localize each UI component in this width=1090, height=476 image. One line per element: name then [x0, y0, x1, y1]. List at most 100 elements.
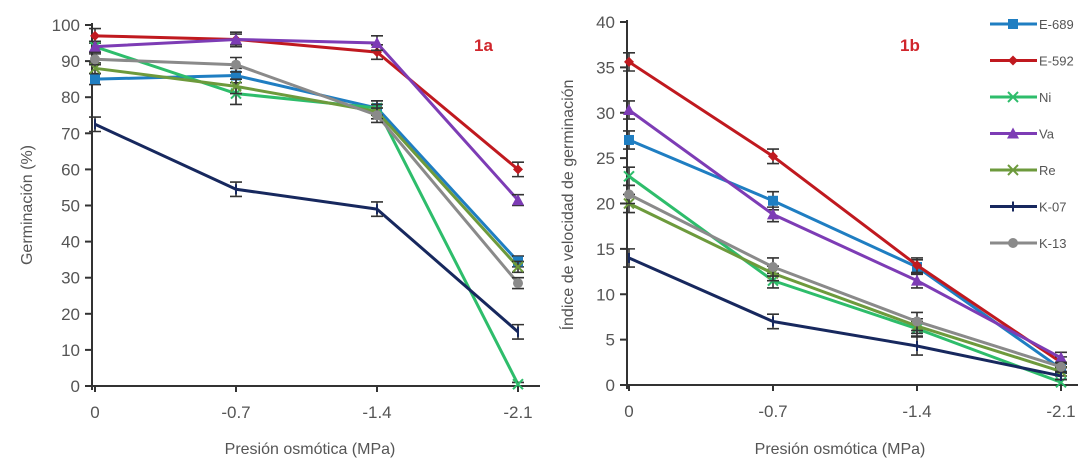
series-line	[628, 60, 1062, 364]
data-point	[768, 195, 778, 206]
data-point	[90, 74, 100, 85]
y-tick-label-1b: 20	[596, 195, 615, 214]
y-tick-label-1a: 50	[61, 197, 80, 216]
y-tick-label-1b: 35	[596, 58, 615, 77]
x-axis-title-1b: Presión osmótica (MPa)	[755, 441, 926, 458]
data-point	[1055, 351, 1067, 363]
x-tick-label-1a: -0.7	[221, 403, 250, 422]
data-point	[372, 110, 382, 121]
series-k-07-1b	[623, 248, 1067, 381]
y-tick-label-1a: 70	[61, 124, 80, 143]
legend-label: K-07	[1039, 200, 1066, 215]
data-point	[768, 151, 778, 162]
series-line	[94, 37, 520, 202]
data-point	[911, 274, 923, 286]
legend-marker	[1007, 127, 1019, 139]
x-tick-label-1a: -1.4	[362, 403, 391, 422]
legend-marker	[1007, 91, 1019, 103]
data-point	[623, 104, 635, 116]
y-tick-label-1b: 25	[596, 149, 615, 168]
data-point	[1056, 361, 1066, 372]
series-line	[628, 202, 1062, 373]
y-tick-label-1a: 80	[61, 88, 80, 107]
data-point	[231, 70, 241, 81]
data-point	[512, 194, 524, 206]
series-k-13-1a	[89, 53, 524, 290]
chart-panel-1a: 1a Presión osmótica (MPa) Germinación (%…	[19, 16, 540, 458]
legend-item-k-13: K-13	[990, 236, 1066, 251]
y-tick-label-1b: 5	[606, 331, 615, 350]
legend-label: Ni	[1039, 90, 1051, 105]
series-va-1a	[89, 31, 524, 207]
series-line	[628, 175, 1062, 384]
y-tick-label-1a: 0	[71, 377, 80, 396]
legend-label: K-13	[1039, 236, 1066, 251]
series-line	[94, 34, 519, 171]
series-line	[94, 122, 519, 333]
data-point	[624, 56, 634, 67]
series-ni-1a	[89, 40, 524, 390]
legend-item-ni: Ni	[990, 90, 1051, 105]
x-tick-label-1b: -0.7	[758, 402, 787, 421]
y-tick-label-1a: 20	[61, 305, 80, 324]
series-re-1a	[89, 62, 524, 274]
x-tick-label-1b: -2.1	[1046, 402, 1075, 421]
y-tick-label-1a: 90	[61, 52, 80, 71]
legend-marker	[1008, 55, 1018, 66]
legend-label: E-592	[1039, 54, 1074, 69]
series-k-13-1b	[623, 184, 1067, 373]
y-axis-title-1a: Germinación (%)	[19, 145, 36, 265]
data-point	[231, 59, 241, 70]
series-e-592-1b	[623, 52, 1067, 369]
data-point	[89, 40, 101, 52]
data-point	[512, 378, 524, 390]
data-point	[912, 260, 922, 271]
x-tick-label-1b: -1.4	[902, 402, 931, 421]
data-point	[513, 164, 523, 175]
legend-item-e-592: E-592	[990, 54, 1074, 69]
y-tick-label-1b: 40	[596, 13, 615, 32]
panel-label-1b: 1b	[900, 36, 920, 55]
y-tick-label-1b: 30	[596, 104, 615, 123]
data-point	[767, 208, 779, 220]
series-line	[628, 108, 1062, 360]
legend-label: Va	[1039, 127, 1055, 142]
y-tick-label-1a: 40	[61, 233, 80, 252]
legend-label: E-689	[1039, 17, 1074, 32]
legend-marker	[1007, 164, 1019, 176]
legend-item-re: Re	[990, 163, 1056, 178]
data-point	[623, 170, 635, 182]
y-tick-label-1b: 10	[596, 285, 615, 304]
x-tick-label-1b: 0	[624, 402, 633, 421]
data-point	[90, 54, 100, 65]
series-line	[628, 193, 1062, 369]
data-point	[513, 278, 523, 289]
legend-item-va: Va	[990, 127, 1055, 142]
data-point	[512, 261, 524, 273]
series-va-1b	[623, 100, 1067, 365]
data-point	[624, 134, 634, 145]
chart-panel-1b: 1b Presión osmótica (MPa) Índice de velo…	[558, 13, 1078, 458]
legend: E-689 E-592 Ni Va Re K-07 K-13	[990, 17, 1074, 251]
y-tick-label-1b: 0	[606, 376, 615, 395]
data-point	[371, 37, 383, 49]
series-line	[94, 66, 520, 268]
legend-item-k-07: K-07	[990, 200, 1066, 215]
panel-label-1a: 1a	[474, 36, 493, 55]
legend-marker	[1008, 238, 1018, 248]
series-line	[94, 57, 520, 285]
series-ni-1b	[623, 166, 1067, 388]
y-tick-label-1a: 100	[52, 16, 80, 35]
x-axis-title-1a: Presión osmótica (MPa)	[225, 441, 396, 458]
y-tick-label-1a: 10	[61, 341, 80, 360]
y-axis-title-1b: Índice de velocidad de germinación	[558, 80, 577, 331]
series-e-689-1b	[623, 130, 1067, 375]
legend-label: Re	[1039, 163, 1056, 178]
series-line	[628, 256, 1062, 378]
x-tick-label-1a: -2.1	[503, 403, 532, 422]
series-e-592-1a	[89, 27, 524, 178]
y-tick-label-1a: 30	[61, 269, 80, 288]
data-point	[90, 30, 100, 41]
x-tick-label-1a: 0	[90, 403, 99, 422]
